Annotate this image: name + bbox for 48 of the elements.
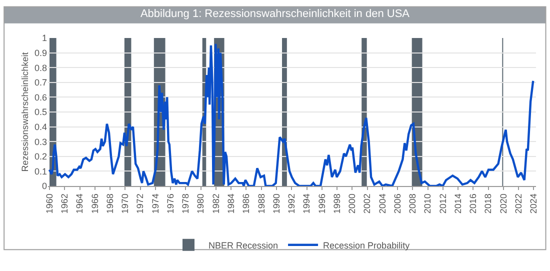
x-tick-label: 1988: [256, 194, 266, 214]
y-tick-label: 1: [42, 33, 47, 44]
y-tick-label: 0: [42, 181, 47, 192]
x-tick-label: 1992: [286, 194, 297, 214]
x-tick-label: 2002: [362, 194, 372, 214]
y-tick-label: 0.8: [34, 62, 47, 73]
y-tick-label: 0.5: [34, 107, 47, 118]
x-tick-label: 1962: [60, 194, 70, 214]
x-tick-label: 1966: [90, 194, 100, 214]
x-tick-label: 1964: [74, 194, 85, 214]
x-tick-label: 1976: [165, 194, 176, 214]
x-tick-label: 2010: [422, 194, 433, 214]
x-tick-label: 2000: [347, 194, 358, 214]
x-tick-label: 1982: [210, 194, 221, 214]
x-tick-label: 1974: [150, 194, 160, 214]
y-tick-label: 0.3: [34, 136, 47, 147]
x-tick-label: 2022: [514, 194, 524, 214]
y-tick-label: 0.4: [34, 122, 47, 132]
x-tick-label: 1970: [120, 194, 130, 214]
x-tick-label: 1998: [332, 194, 342, 214]
y-axis-title: Rezessionswahrscheinlichkeit: [20, 52, 30, 172]
x-tick-label: 1984: [226, 194, 236, 214]
y-tick-label: 0.1: [34, 166, 47, 176]
x-tick-label: 1972: [135, 194, 146, 214]
y-tick-label: 0.2: [34, 152, 47, 162]
x-tick-label: 2012: [438, 194, 448, 214]
x-tick-label: 1986: [241, 194, 252, 214]
x-tick-label: 2024: [528, 194, 539, 214]
x-tick-label: 2004: [377, 194, 388, 214]
x-tick-label: 1980: [196, 194, 206, 214]
y-tick-label: 0.6: [34, 92, 47, 102]
y-tick-label: 0.7: [34, 78, 47, 88]
y-tick-label: 0.9: [34, 48, 47, 58]
chart-title: Abbildung 1: Rezessionswahrscheinlichkeit in den USA: [140, 8, 410, 20]
x-tick-label: 2008: [408, 194, 418, 214]
x-tick-label: 2014: [452, 194, 463, 214]
x-tick-label: 2016: [468, 194, 478, 214]
x-tick-label: 1978: [180, 194, 191, 214]
x-tick-label: 2020: [498, 194, 508, 214]
x-tick-label: 2018: [483, 194, 494, 214]
x-tick-label: 1990: [271, 194, 282, 214]
x-tick-label: 2006: [392, 194, 402, 214]
legend-label: NBER Recession: [208, 240, 278, 250]
x-tick-label: 1960: [44, 194, 54, 214]
x-tick-label: 1968: [104, 194, 115, 214]
legend-label: Recession Probability: [323, 240, 410, 250]
x-tick-label: 1994: [302, 194, 312, 214]
x-tick-label: 1996: [316, 194, 327, 214]
